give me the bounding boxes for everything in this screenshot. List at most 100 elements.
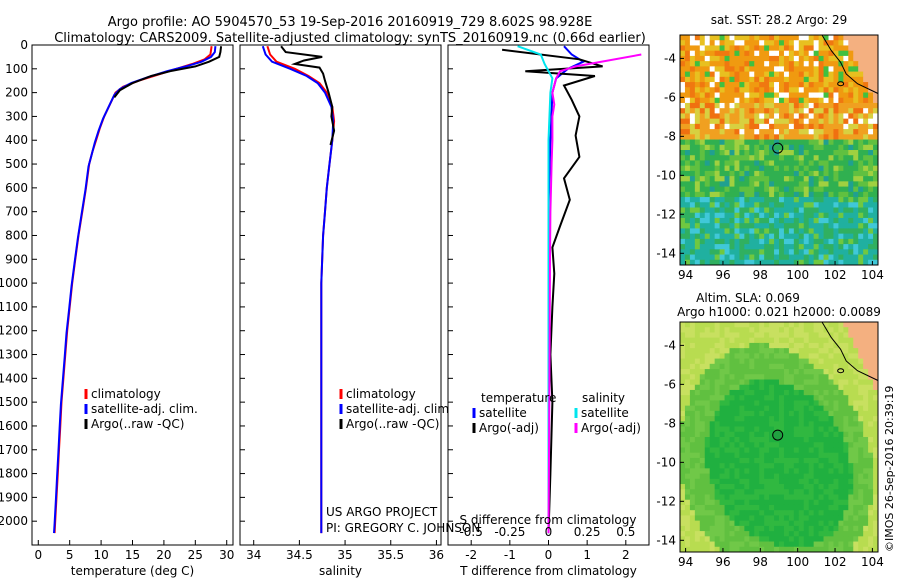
sst-map-cell xyxy=(838,160,844,167)
sst-map-cell xyxy=(704,129,711,135)
sla-map-cell xyxy=(709,531,716,537)
sla-map-cell xyxy=(754,410,760,417)
sla-map-cell xyxy=(853,499,859,506)
sst-map-cell xyxy=(823,259,829,266)
sst-map-cell xyxy=(764,165,770,172)
sla-map-cell xyxy=(694,327,701,333)
sst-map-cell xyxy=(729,191,735,198)
sla-map-cell xyxy=(704,489,711,495)
sla-map-cell xyxy=(680,515,686,522)
sst-map-cell xyxy=(828,176,834,182)
sst-map-cell xyxy=(783,176,790,182)
sst-map-cell xyxy=(838,150,844,156)
sla-map-cell xyxy=(828,353,834,359)
sla-map-cell xyxy=(709,405,716,412)
sla-map-cell xyxy=(838,494,844,501)
sst-map-cell xyxy=(684,176,691,182)
sla-map-cell xyxy=(729,327,735,333)
sst-map-cell xyxy=(828,212,834,219)
sst-map-cell xyxy=(684,160,691,167)
sst-map-cell xyxy=(823,223,829,229)
sst-map-cell xyxy=(823,76,829,83)
sla-map-cell xyxy=(798,515,805,522)
sla-map-cell xyxy=(808,426,815,433)
sst-map-cell xyxy=(764,118,770,125)
sla-map-cell xyxy=(828,442,834,448)
sla-map-cell xyxy=(729,358,735,365)
sla-map-cell xyxy=(833,374,839,380)
sst-map-cell xyxy=(833,35,839,41)
sst-map-cell xyxy=(699,254,706,261)
sla-map-cell xyxy=(714,541,720,548)
sst-map-cell xyxy=(680,139,686,146)
sla-map-cell xyxy=(818,504,824,511)
sst-map-cell xyxy=(734,150,740,156)
sla-map-cell xyxy=(843,463,849,469)
sla-map-cell xyxy=(863,384,869,391)
sla-map-cell xyxy=(734,358,740,365)
sla-map-cell xyxy=(704,447,711,454)
sla-map-cell xyxy=(680,437,686,443)
sla-map-cell xyxy=(779,363,785,370)
sla-map-cell xyxy=(858,332,864,339)
sla-map-cell xyxy=(793,447,800,454)
sst-map-cell xyxy=(699,139,706,146)
sla-map-cell xyxy=(853,405,859,412)
sst-map-cell xyxy=(699,165,706,172)
sst-map-cell xyxy=(793,139,800,146)
sla-map-cell xyxy=(853,541,859,548)
sst-map-cell xyxy=(838,249,844,255)
sst-map-cell xyxy=(684,50,691,57)
sst-map-cell xyxy=(744,228,750,235)
sla-map-cell xyxy=(684,437,691,443)
sla-map-cell xyxy=(694,531,701,537)
sst-map-cell xyxy=(764,254,770,261)
sst-map-cell xyxy=(858,55,864,62)
sla-map-cell xyxy=(759,416,765,422)
sst-map-cell xyxy=(843,249,849,255)
sst-map-cell xyxy=(848,212,854,219)
sla-map-cell xyxy=(769,332,775,339)
salinity-diff-tick-label: 0.5 xyxy=(616,525,635,539)
sla-map-cell xyxy=(739,510,745,516)
sst-map-cell xyxy=(848,233,854,240)
sla-map-cell xyxy=(684,531,691,537)
sla-map-cell xyxy=(788,494,795,501)
sla-map-cell xyxy=(764,353,770,359)
sla-map-cell xyxy=(848,358,854,365)
sla-map-cell xyxy=(694,332,701,339)
sst-map-cell xyxy=(779,35,785,41)
sst-map-cell xyxy=(848,181,854,187)
sla-map-cell xyxy=(724,515,730,522)
sst-map-cell xyxy=(729,223,735,229)
sst-map-cell xyxy=(793,150,800,156)
sla-map-cell xyxy=(699,348,706,354)
sst-map-cell xyxy=(759,61,765,67)
sst-map-cell xyxy=(779,249,785,255)
sst-map-cell xyxy=(843,123,849,130)
sla-map-cell xyxy=(873,416,879,422)
sst-map-cell xyxy=(843,45,849,52)
sst-map-cell xyxy=(719,123,725,130)
sla-map-cell xyxy=(729,468,735,474)
sst-map-cell xyxy=(873,155,879,161)
sla-map-cell xyxy=(719,525,725,532)
sla-map-cell xyxy=(680,468,686,474)
sst-map-cell xyxy=(788,50,795,57)
sla-map-cell xyxy=(684,379,691,386)
sst-map-cell xyxy=(873,87,879,93)
sst-map-cell xyxy=(823,207,829,214)
figure-title-line2: Climatology: CARS2009. Satellite-adjuste… xyxy=(54,31,646,46)
sst-map-cell xyxy=(724,118,730,125)
sst-map-cell xyxy=(798,45,805,52)
sla-map-cell xyxy=(803,457,810,464)
sla-map-cell xyxy=(764,337,770,344)
sst-map-cell xyxy=(779,202,785,208)
sst-map-cell xyxy=(793,202,800,208)
sst-map-cell xyxy=(823,66,829,72)
sla-map-cell xyxy=(838,353,844,359)
sla-map-cell xyxy=(848,379,854,386)
sst-map-cell xyxy=(739,87,745,93)
sla-map-cell xyxy=(714,457,720,464)
sst-map-cell xyxy=(764,228,770,235)
